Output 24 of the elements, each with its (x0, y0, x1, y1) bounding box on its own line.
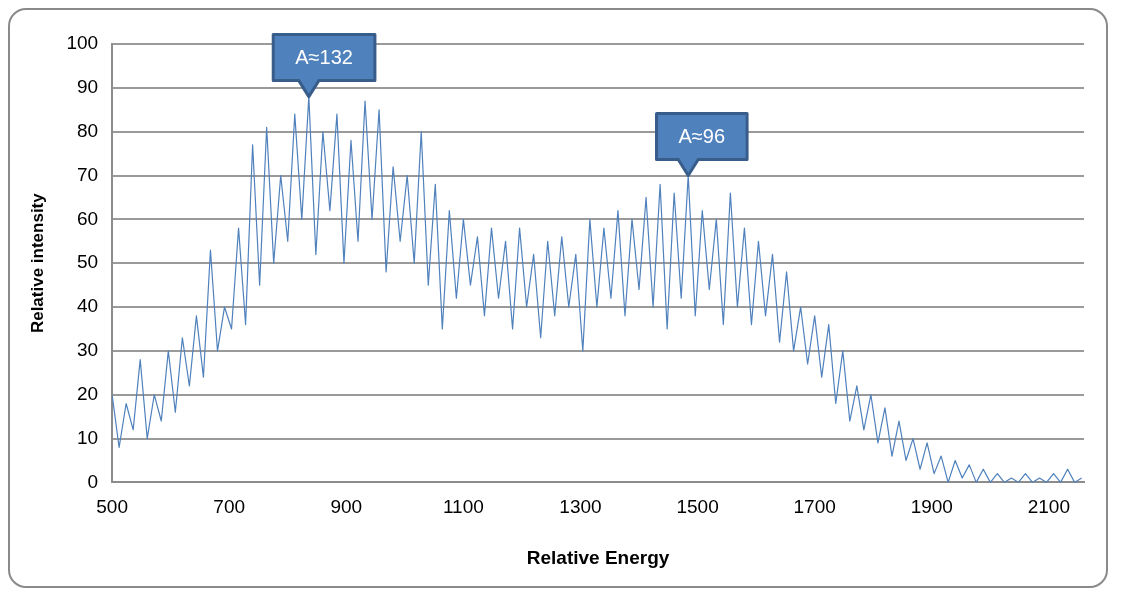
y-tick-label: 80 (76, 119, 99, 141)
y-tick-label: 0 (87, 470, 99, 492)
y-tick-label: 100 (66, 32, 99, 54)
x-tick-label: 700 (213, 496, 246, 518)
x-tick-label: 1100 (442, 496, 484, 518)
y-tick-label: 20 (76, 382, 99, 404)
y-tick-label: 90 (76, 76, 99, 98)
x-tick-label: 500 (96, 496, 128, 518)
y-tick-label: 40 (76, 295, 99, 317)
x-tick-label: 1300 (559, 496, 602, 518)
y-tick-label: 60 (76, 207, 99, 229)
x-tick-label: 1900 (910, 496, 953, 518)
y-tick-label: 50 (76, 251, 99, 273)
annotation: A≈96 (678, 125, 726, 148)
x-tick-label: 1500 (676, 496, 719, 518)
y-tick-label: 30 (76, 339, 99, 361)
x-tick-label: 1700 (793, 496, 836, 518)
y-tick-label: 10 (76, 426, 99, 448)
x-tick-label: 900 (330, 496, 363, 518)
x-tick-label: 2100 (1027, 496, 1071, 518)
y-axis-title: Relative intensity (27, 192, 47, 334)
x-axis-title: Relative Energy (526, 546, 670, 568)
annotation: A≈132 (295, 46, 353, 69)
y-tick-label: 70 (76, 163, 99, 185)
